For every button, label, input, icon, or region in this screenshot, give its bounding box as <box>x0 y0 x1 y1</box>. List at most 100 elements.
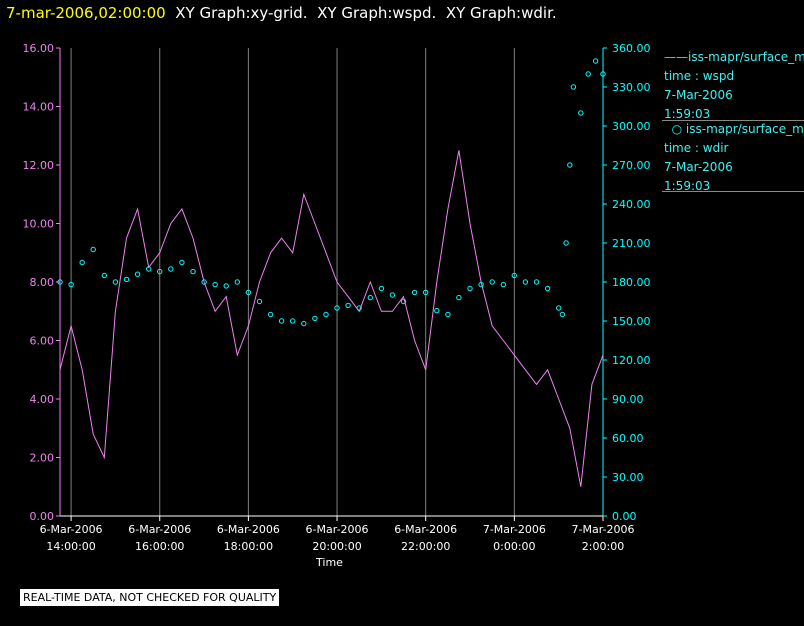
wdir-point <box>467 285 473 292</box>
legend-line-symbol: —— <box>664 50 688 64</box>
wdir-point <box>312 315 318 322</box>
title-time: 7-mar-2006,02:00:00 <box>6 4 166 22</box>
wdir-point <box>578 110 584 116</box>
wdir-point <box>278 318 285 324</box>
x-tick-time-label: 0:00:00 <box>493 540 535 553</box>
wdir-point <box>500 281 506 288</box>
wdir-point <box>411 289 418 296</box>
legend-time: 1:59:03 <box>664 179 711 193</box>
y-right-tick-label: 0.00 <box>612 510 637 523</box>
wdir-point <box>190 268 196 275</box>
y-left-tick-label: 8.00 <box>30 276 55 289</box>
y-left-tick-label: 4.00 <box>30 393 55 406</box>
wdir-point <box>389 292 396 298</box>
wdir-point <box>90 246 96 253</box>
wdir-point <box>489 279 495 285</box>
legend-circle-symbol: ○ <box>664 122 686 136</box>
wdir-point <box>570 84 577 90</box>
x-tick-time-label: 16:00:00 <box>135 540 184 553</box>
wdir-point <box>600 71 606 77</box>
y-left-tick-label: 12.00 <box>23 159 55 172</box>
x-axis-title: Time <box>315 556 343 569</box>
wdir-point <box>378 285 385 292</box>
y-left-tick-label: 0.00 <box>30 510 55 523</box>
x-tick-time-label: 14:00:00 <box>46 540 95 553</box>
wdir-point <box>400 298 407 305</box>
wdir-point <box>267 311 274 318</box>
wdir-point <box>57 279 63 285</box>
wdir-point <box>179 259 185 266</box>
title-bar: 7-mar-2006,02:00:00 XY Graph:xy-grid. XY… <box>6 4 557 22</box>
wdir-point <box>68 281 74 288</box>
wdir-point <box>445 311 451 318</box>
y-right-tick-label: 150.00 <box>612 315 651 328</box>
wdir-point <box>234 279 241 285</box>
wdir-point <box>356 305 362 311</box>
y-right-tick-label: 240.00 <box>612 198 651 211</box>
wdir-point <box>563 240 569 246</box>
legend-entry-wdir: ○ iss-mapr/surface_m time : wdir 7-Mar-2… <box>664 120 804 196</box>
y-right-tick-label: 270.00 <box>612 159 651 172</box>
wdir-point <box>367 294 373 301</box>
wdir-point <box>212 281 218 288</box>
wdir-point <box>592 58 599 64</box>
y-right-tick-label: 90.00 <box>612 393 644 406</box>
wdir-point <box>112 279 119 285</box>
legend-date: 7-Mar-2006 <box>664 88 733 102</box>
wdir-point <box>556 305 562 311</box>
wdir-point <box>533 279 540 285</box>
wdir-point <box>101 272 108 279</box>
x-tick-time-label: 20:00:00 <box>312 540 361 553</box>
y-right-tick-label: 30.00 <box>612 471 644 484</box>
wdir-point <box>522 279 529 285</box>
x-tick-time-label: 2:00:00 <box>582 540 624 553</box>
title-graph-wdir: XY Graph:wdir. <box>445 4 557 22</box>
y-right-tick-label: 330.00 <box>612 81 651 94</box>
x-tick-date-label: 7-Mar-2006 <box>483 523 546 536</box>
wdir-point <box>157 268 163 275</box>
x-tick-date-label: 6-Mar-2006 <box>128 523 191 536</box>
wdir-point <box>423 289 429 296</box>
wdir-point <box>345 302 351 309</box>
title-graph-wspd: XY Graph:wspd. <box>317 4 437 22</box>
y-right-tick-label: 360.00 <box>612 42 651 55</box>
x-tick-date-label: 7-Mar-2006 <box>572 523 635 536</box>
wdir-point <box>478 281 484 288</box>
wdir-point <box>456 294 462 301</box>
y-right-tick-label: 300.00 <box>612 120 651 133</box>
y-left-tick-label: 10.00 <box>23 218 55 231</box>
x-tick-date-label: 6-Mar-2006 <box>40 523 103 536</box>
legend-series-name: iss-mapr/surface_m <box>688 50 804 64</box>
wdir-point <box>301 320 307 327</box>
wdir-point <box>79 259 85 266</box>
wdir-point <box>223 283 229 289</box>
wdir-point <box>134 271 141 277</box>
y-left-tick-label: 2.00 <box>30 452 55 465</box>
wdir-point <box>290 318 296 324</box>
x-tick-time-label: 22:00:00 <box>401 540 450 553</box>
legend-series-name: iss-mapr/surface_m <box>685 122 804 136</box>
y-left-tick-label: 16.00 <box>23 42 55 55</box>
wdir-point <box>334 305 340 311</box>
wdir-point <box>123 276 130 283</box>
legend-entry-wspd: ——iss-mapr/surface_m time : wspd 7-Mar-2… <box>664 48 804 124</box>
quality-disclaimer: REAL-TIME DATA, NOT CHECKED FOR QUALITY <box>20 589 280 606</box>
legend-axes: time : wspd <box>664 69 735 83</box>
wdir-point <box>434 307 440 314</box>
wdir-point <box>323 311 329 318</box>
wdir-point <box>567 162 573 168</box>
wdir-point <box>544 285 551 292</box>
y-right-tick-label: 120.00 <box>612 354 651 367</box>
wdir-point <box>245 289 252 296</box>
x-tick-date-label: 6-Mar-2006 <box>217 523 280 536</box>
y-right-tick-label: 210.00 <box>612 237 651 250</box>
y-left-tick-label: 14.00 <box>23 101 55 114</box>
wdir-point <box>511 272 517 279</box>
legend-date: 7-Mar-2006 <box>664 160 733 174</box>
y-right-tick-label: 180.00 <box>612 276 651 289</box>
title-graph-grid: XY Graph:xy-grid. <box>175 4 308 22</box>
wdir-point <box>585 71 591 77</box>
legend-divider <box>662 120 804 121</box>
x-tick-date-label: 6-Mar-2006 <box>306 523 369 536</box>
legend-axes: time : wdir <box>664 141 729 155</box>
